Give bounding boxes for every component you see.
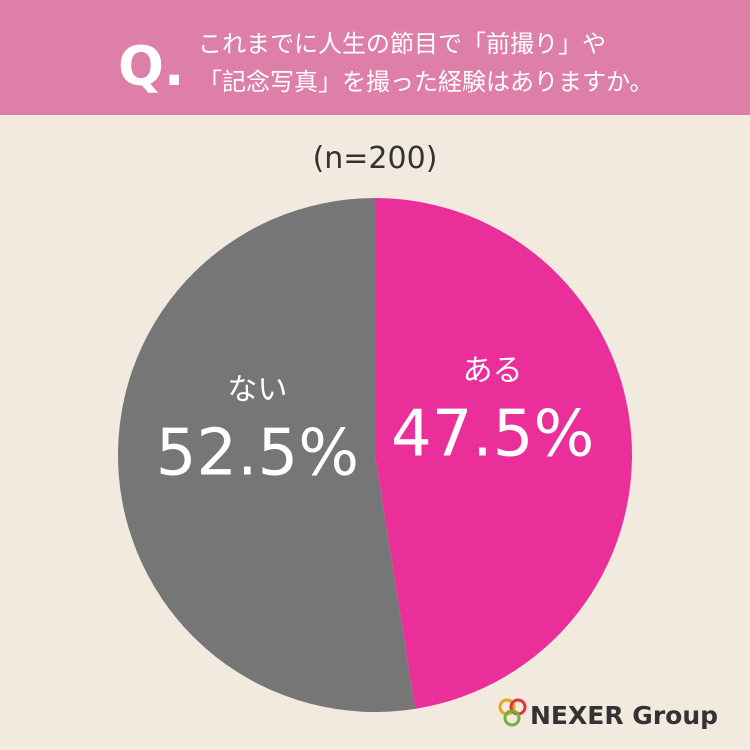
category-label: ない <box>227 372 287 407</box>
question-line: 「記念写真」を撮った経験はありますか。 <box>198 68 654 96</box>
question-mark: Q. <box>118 35 184 98</box>
header-band <box>0 0 750 115</box>
logo-ring <box>503 709 521 727</box>
question-line: これまでに人生の節目で「前撮り」や <box>198 30 606 58</box>
pie: ある 47.5% ない 52.5% <box>117 198 632 712</box>
value-label: 52.5% <box>156 416 359 490</box>
logo: NEXER Group <box>498 698 718 730</box>
pie-slice <box>117 198 416 712</box>
subtitle: (n=200) <box>313 141 438 176</box>
pie-slice <box>375 198 632 709</box>
logo-text: NEXER Group <box>530 701 718 730</box>
category-label: ある <box>463 354 523 389</box>
value-label: 47.5% <box>391 398 594 472</box>
